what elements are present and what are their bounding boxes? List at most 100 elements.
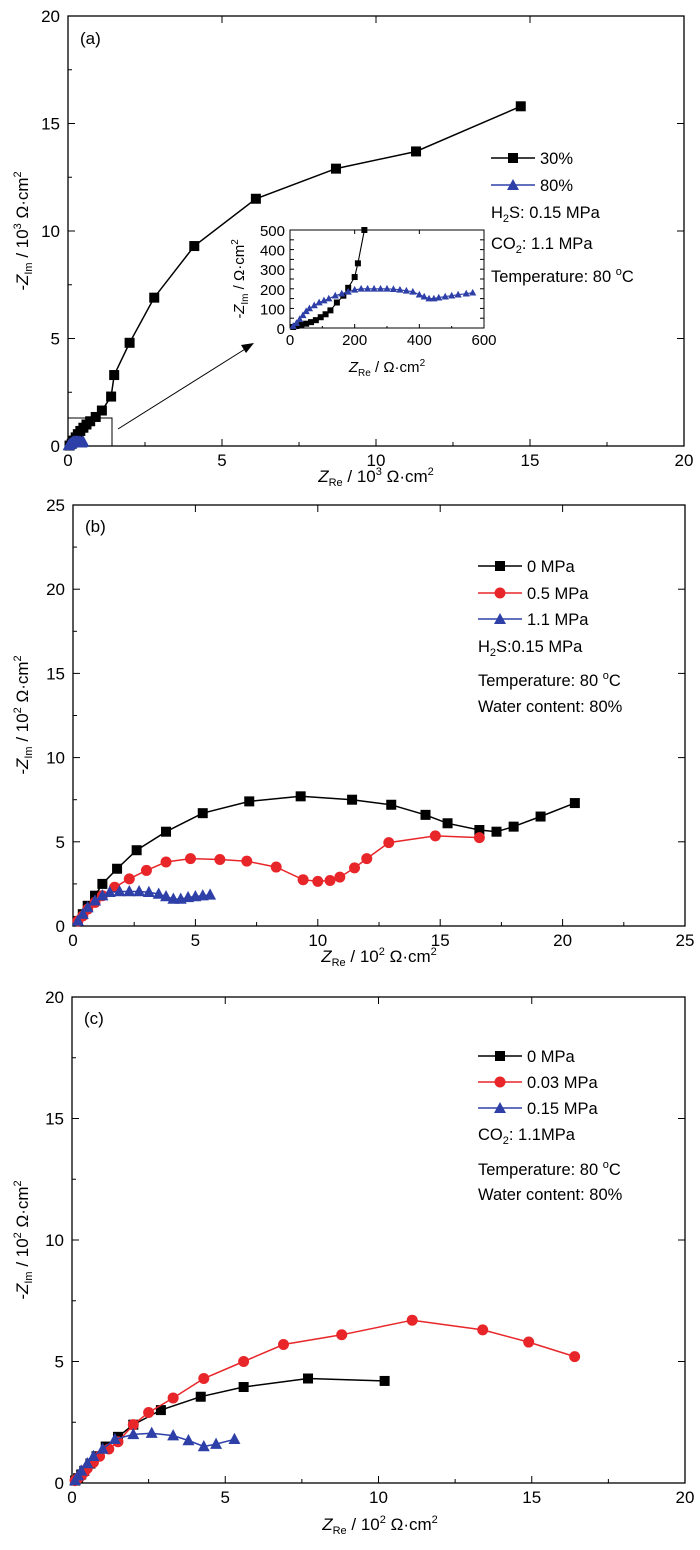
panel-c-y-tick-label: 0: [55, 1474, 64, 1493]
panel-b-series-0-5-MPa-point: [429, 830, 441, 842]
panel-a-inset-series-30--point: [354, 260, 361, 267]
panel-b-series-1-1-MPa-point: [71, 914, 84, 926]
panel-c-series-0-03-MPa-point: [127, 1419, 139, 1431]
panel-c-plot-area: 0 5 10 15 20 0 5 10 15 20: [45, 988, 694, 1507]
panel-c-y-tick-label: 10: [45, 1231, 64, 1250]
panel-a-inset-series-80--point: [364, 284, 372, 292]
panel-b-series-0-MPa-point: [535, 811, 546, 822]
panel-b-series-1-1-MPa-point: [123, 884, 136, 897]
panel-a-inset-x-tick-label: 400: [407, 332, 432, 349]
panel-c-series-0-03-MPa-point: [277, 1338, 289, 1350]
panel-c-series-0-MPa-point: [379, 1375, 390, 1386]
panel-b-y-tick-label: 20: [46, 580, 65, 599]
legend-marker-triangle: [507, 179, 519, 190]
legend-marker-triangle: [494, 1102, 506, 1113]
panel-b-x-tick-label: 0: [68, 931, 77, 950]
panel-b-series-1-1-MPa-point: [103, 885, 116, 898]
legend-entry-1-1mpa: 1.1 MPa: [478, 611, 589, 629]
panel-a-inset-series-30--point: [322, 311, 329, 318]
panel-b-series-1-1-MPa-point: [204, 888, 217, 900]
panel-a-series-80-: [62, 435, 90, 451]
legend-entry-0mpa: 0 MPa: [478, 1048, 576, 1066]
panel-c-series-0-MPa-point: [155, 1405, 166, 1416]
panel-c-x-tick-label: 5: [221, 1488, 230, 1507]
panel-b-series-0-MPa-point: [112, 863, 123, 874]
panel-a-temperature-annotation: Temperature: 80 oC: [491, 266, 634, 286]
panel-a-inset-series-80--point: [389, 285, 398, 293]
panel-a-inset-series-80--point: [351, 285, 359, 293]
panel-b-legend: 0 MPa 0.5 MPa 1.1 MPa H2S:0.15 MPa Tempe…: [478, 558, 623, 716]
panel-a-inset-series-80--point: [396, 285, 404, 293]
panel-b-series-0-5-MPa-point: [312, 875, 324, 887]
panel-c-series-0-15-MPa-point: [167, 1429, 180, 1441]
panel-a-y-tick-label: 10: [41, 222, 60, 241]
panel-b-y-tick-label: 25: [46, 496, 65, 515]
panel-a-x-axis-label: ZRe / 103 Ω·cm2: [317, 466, 434, 489]
panel-a-inset-y-tick-label: 200: [260, 282, 285, 299]
panel-a-inset-series-80--point: [402, 286, 410, 294]
panel-a-inset-series-30--point: [333, 299, 340, 306]
panel-b-series-0-MPa-point: [442, 818, 453, 829]
panel-a-inset-x-tick-label: 200: [342, 332, 367, 349]
panel-c-co2-annotation: CO2: 1.1MPa: [478, 1126, 576, 1147]
panel-a-x-tick-label: 5: [217, 451, 226, 470]
panel-b-series-0-MPa-point: [386, 799, 397, 810]
panel-b-series-0-5-MPa-point: [334, 871, 346, 883]
panel-b-series-1-1-MPa-point: [96, 889, 109, 901]
panel-b-plot-area: 0 5 10 15 20 25 0 5 10 15 20 25: [46, 496, 694, 950]
panel-c-series-0-15-MPa-point: [197, 1440, 210, 1452]
panel-a-inset-series-80--point: [409, 287, 417, 295]
panel-a-inset-series-80--point: [338, 289, 346, 297]
panel-a-inset-series-80--point: [370, 284, 378, 292]
panel-b-series-0-5-MPa-point: [123, 873, 135, 885]
panel-c: (c) -ZIm / 102 Ω·cm2 ZRe / 102 Ω·cm2 0 M…: [12, 988, 694, 1537]
panel-a-inset-series-80--point: [462, 289, 470, 297]
panel-b-series-0-5-MPa-point: [160, 856, 172, 868]
panel-b-series-1-1-MPa-point: [160, 890, 173, 902]
panel-a-inset-series-80--point: [325, 294, 333, 302]
panel-c-series-0-15-MPa-point: [96, 1442, 109, 1454]
legend-label-1-1mpa: 1.1 MPa: [527, 611, 589, 629]
panel-c-x-tick-label: 20: [676, 1488, 695, 1507]
panel-b: (b) -ZIm / 102 Ω·cm2 ZRe / 102 Ω·cm2 0 M…: [12, 496, 694, 969]
panel-a-y-tick-label: 15: [41, 115, 60, 134]
legend-label-30pct: 30%: [540, 150, 573, 168]
panel-b-y-tick-label: 0: [56, 917, 65, 936]
panel-a-inset-y-tick-label: 300: [260, 262, 285, 279]
panel-c-y-tick-label: 15: [45, 1110, 64, 1129]
panel-a-inset-y-tick-label: 0: [277, 321, 285, 338]
panel-a-y-axis-label: -ZIm / 103 Ω·cm2: [12, 171, 35, 290]
panel-c-series-0-03-MPa-point: [167, 1392, 179, 1404]
panel-a-series-30--point: [411, 146, 422, 157]
panel-a-inset-series-80--point: [425, 294, 433, 302]
panel-c-y-tick-label: 20: [45, 988, 64, 1007]
panel-a-series-30--point: [250, 193, 261, 204]
panel-b-series-0-MPa-point: [491, 826, 502, 837]
panel-b-y-tick-label: 5: [56, 833, 65, 852]
panel-b-series-0-5-MPa-point: [361, 853, 373, 865]
panel-a-x-tick-label: 0: [63, 451, 72, 470]
panel-b-series-1-1-MPa: [71, 884, 217, 926]
panel-b-series-0-MPa-point: [131, 845, 142, 856]
panel-a-y-tick-label: 0: [51, 437, 60, 456]
panel-a-inset-series-80--point: [448, 291, 456, 299]
panel-a-inset-y-tick-label: 100: [260, 301, 285, 318]
panel-a-series-30--point: [330, 163, 341, 174]
panel-a-inset-series-80--point: [310, 301, 318, 309]
panel-c-x-tick-label: 15: [522, 1488, 541, 1507]
panel-b-series-1-1-MPa-point: [142, 885, 155, 898]
panel-a-series-30--point: [149, 292, 160, 303]
panel-c-series-0-03-MPa-point: [569, 1351, 581, 1363]
panel-b-series-0-5-MPa-point: [324, 875, 336, 887]
panel-b-series-1-1-MPa-point: [81, 900, 94, 913]
legend-entry-0mpa: 0 MPa: [478, 558, 576, 576]
panel-c-series-0-15-MPa-point: [145, 1426, 158, 1438]
panel-a-inset-series-80--point: [357, 284, 365, 292]
panel-a-inset-series-80--point: [315, 298, 323, 306]
panel-a-series-30--point: [85, 416, 96, 427]
panel-a-inset-frame: [289, 229, 485, 329]
panel-c-series-0-MPa-line: [74, 1377, 385, 1482]
panel-c-x-tick-label: 0: [67, 1488, 76, 1507]
panel-a-inset-series-80--point: [344, 287, 352, 295]
